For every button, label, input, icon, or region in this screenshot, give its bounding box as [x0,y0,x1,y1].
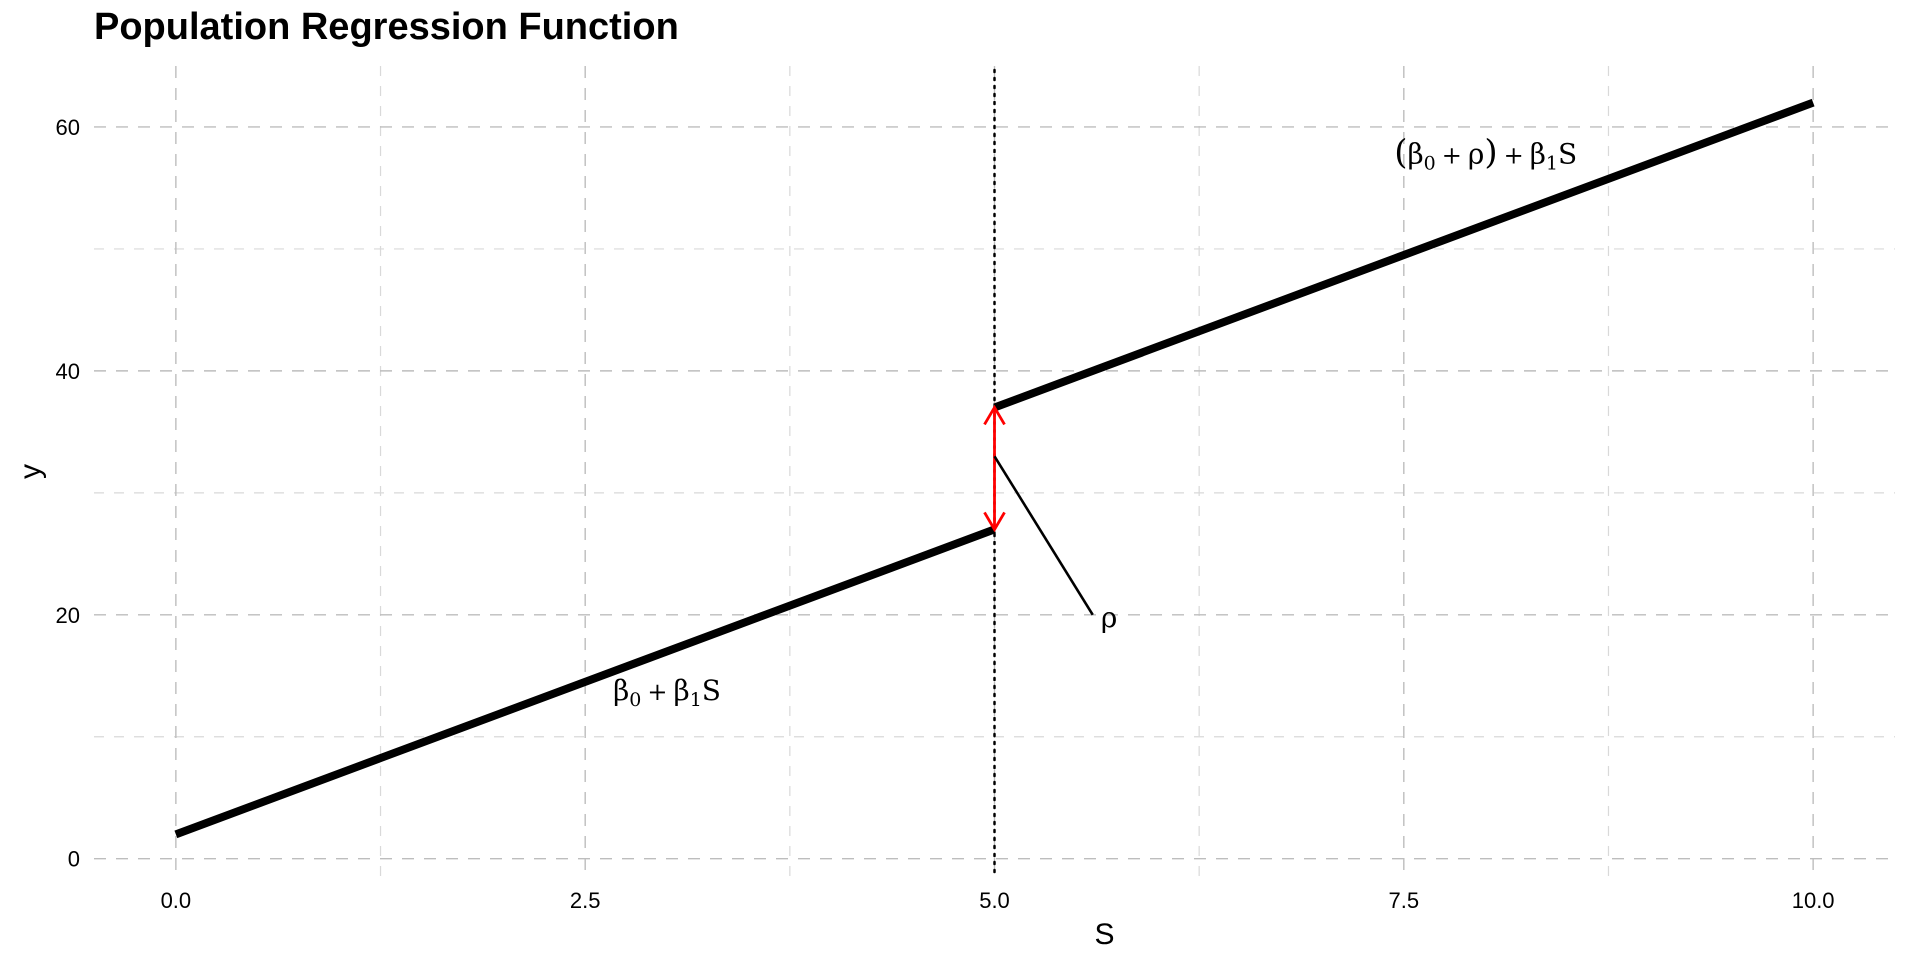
lower-var: S [702,674,721,707]
y-tick-label-3: 60 [56,115,80,140]
x-tick-label-1: 2.5 [570,888,601,913]
upper-beta1: β [1530,138,1546,171]
upper-sub0: 0 [1424,153,1436,175]
upper-rho: ρ [1468,138,1484,171]
y-tick-label-1: 20 [56,603,80,628]
x-tick-label-0: 0.0 [161,888,192,913]
upper-rparen: ) [1484,133,1497,173]
jump-arrow-head-bottom [983,511,1006,533]
lower-beta1: β [674,674,690,707]
chart-title: Population Regression Function [94,6,679,48]
grid-lines [94,66,1895,877]
lower-sub1: 1 [690,689,702,711]
regression-line-1 [993,98,1815,412]
upper-var: S [1558,138,1577,171]
annotations: S y β0 + β1S (β0 + ρ) + β1S ρ [14,133,1577,951]
upper-beta0: β [1407,138,1423,171]
upper-plus1: + [1442,142,1462,170]
x-tick-label-3: 7.5 [1389,888,1420,913]
y-axis-label: y [14,464,47,479]
lower-beta0: β [613,674,629,707]
x-tick-label-4: 10.0 [1792,888,1835,913]
rho-pointer-line [993,455,1094,616]
lower-sub0: 0 [629,689,641,711]
upper-line-label: (β0 + ρ) + β1S [1394,133,1577,175]
upper-sub1: 1 [1546,153,1558,175]
jump-arrow-head-top [983,404,1006,426]
x-tick-label-2: 5.0 [979,888,1010,913]
upper-lparen: ( [1394,133,1407,173]
y-tick-label-0: 0 [68,847,80,872]
regression-line-0 [174,525,996,839]
upper-plus2: + [1504,142,1524,170]
x-axis-label: S [1094,918,1114,951]
lower-line-label: β0 + β1S [613,674,721,711]
tick-labels: 0.0 2.5 5.0 7.5 10.0 0 20 40 60 [56,115,1835,913]
lower-plus: + [647,678,667,706]
regression-lines [174,98,1815,839]
rho-label: ρ [1101,601,1117,634]
y-tick-label-2: 40 [56,359,80,384]
jump-arrow [983,404,1094,616]
